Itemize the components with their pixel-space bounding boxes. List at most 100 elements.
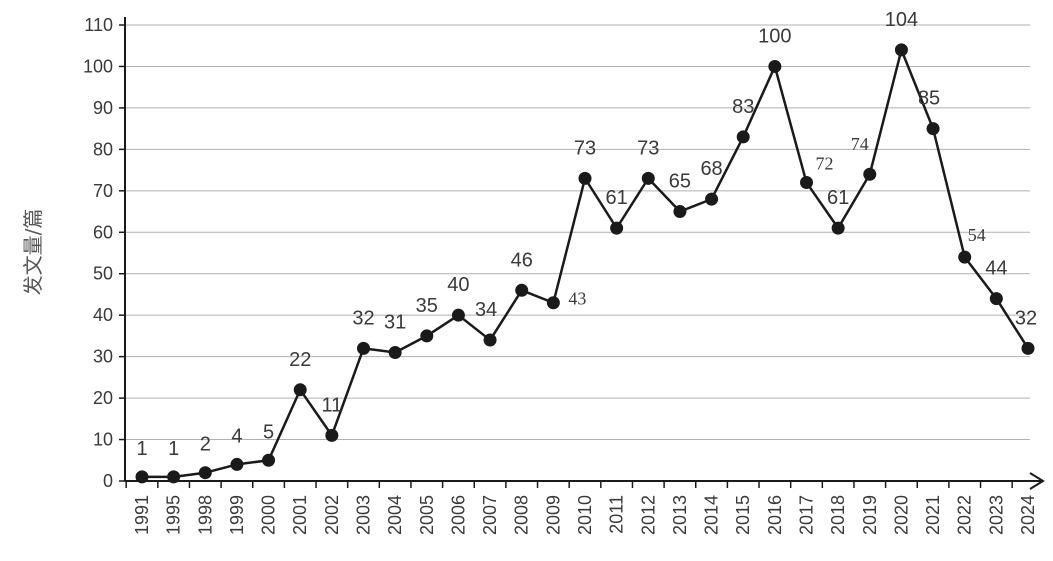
- data-point: [451, 308, 465, 322]
- data-point: [198, 466, 212, 480]
- data-point: [989, 292, 1003, 306]
- data-point: [863, 167, 877, 181]
- data-label: 74: [851, 134, 869, 154]
- y-tick-label: 60: [93, 222, 113, 242]
- x-tick-label: 2010: [575, 495, 595, 535]
- x-tick-label: 2005: [417, 495, 437, 535]
- data-label: 4: [231, 425, 242, 447]
- data-label: 1: [168, 438, 179, 460]
- x-tick-label: 2019: [860, 495, 880, 535]
- x-tick-label: 1995: [164, 495, 184, 535]
- data-point: [420, 329, 434, 343]
- data-point: [293, 383, 307, 397]
- data-point: [831, 221, 845, 235]
- data-label: 40: [447, 274, 469, 296]
- y-tick-label: 90: [93, 98, 113, 118]
- x-tick-label: 2014: [702, 495, 722, 535]
- x-tick-label: 2023: [986, 495, 1006, 535]
- x-tick-label: 2024: [1018, 495, 1038, 535]
- data-point: [705, 192, 719, 206]
- axes: [119, 17, 1045, 490]
- y-tick-label: 100: [83, 56, 113, 76]
- data-label: 65: [669, 171, 691, 193]
- data-label: 34: [475, 299, 497, 321]
- data-point: [135, 470, 149, 484]
- data-point: [958, 250, 972, 264]
- x-tick-label: 2011: [607, 495, 627, 534]
- data-label: 83: [732, 96, 754, 118]
- gridlines: [125, 24, 1030, 441]
- series-line: [142, 48, 1030, 479]
- x-tick-label: 2018: [828, 495, 848, 535]
- x-tick-label: 2017: [797, 495, 817, 535]
- data-point: [262, 453, 276, 467]
- data-point: [673, 205, 687, 219]
- y-tick-label: 110: [84, 15, 113, 35]
- data-label: 46: [511, 249, 533, 271]
- y-tick-label: 80: [93, 139, 113, 159]
- data-label: 73: [637, 137, 659, 159]
- data-label: 32: [1015, 307, 1037, 329]
- data-point: [483, 333, 497, 347]
- data-label: 32: [352, 307, 374, 329]
- x-tick-labels: 1991 1995 1998 1999 2000 2001 2002 2003 2004 2005…: [132, 495, 1038, 535]
- x-tick-label: 2015: [733, 495, 753, 535]
- x-tick-label: 2004: [385, 495, 405, 535]
- data-label: 44: [985, 258, 1007, 280]
- data-label: 68: [700, 158, 722, 180]
- x-axis-arrow: [1029, 472, 1045, 490]
- data-point: [800, 176, 813, 190]
- data-label: 43: [568, 289, 586, 309]
- x-tick-label: 2009: [543, 495, 563, 535]
- data-label: 5: [263, 421, 274, 443]
- y-tick-label: 50: [93, 264, 113, 284]
- data-label: 100: [758, 25, 791, 47]
- data-label: 1: [136, 438, 147, 460]
- y-tick-label: 0: [103, 471, 113, 491]
- x-tick-label: 1998: [195, 495, 215, 535]
- data-point: [515, 283, 529, 297]
- data-points: [135, 43, 1035, 484]
- y-tick-labels: 0 10 20 30 40 50 60 70 80 90 100 110: [83, 15, 113, 491]
- y-tick-label: 30: [93, 347, 113, 367]
- x-tick-label: 2016: [765, 495, 785, 535]
- data-label: 22: [289, 349, 311, 371]
- y-tick-label: 20: [93, 388, 113, 408]
- x-tick-label: 2012: [638, 495, 658, 535]
- y-tick-label: 70: [93, 181, 113, 201]
- data-label: 73: [574, 137, 596, 159]
- data-point: [167, 470, 181, 484]
- data-point: [768, 59, 782, 73]
- data-label: 104: [885, 9, 918, 31]
- x-tick-label: 2000: [259, 495, 279, 535]
- data-label: 31: [384, 311, 406, 333]
- x-tick-label: 2022: [955, 495, 975, 535]
- data-point: [1021, 341, 1035, 355]
- data-point: [926, 122, 940, 136]
- data-point: [357, 341, 370, 355]
- data-point: [325, 428, 339, 442]
- data-point: [736, 130, 750, 144]
- x-tick-label: 2006: [448, 495, 468, 535]
- data-point: [230, 457, 244, 471]
- data-point: [641, 171, 655, 185]
- y-tick-label: 10: [93, 430, 113, 450]
- data-label: 11: [321, 394, 342, 416]
- x-tick-label: 2002: [322, 495, 342, 535]
- x-tick-label: 2008: [512, 495, 532, 535]
- x-tick-label: 2003: [354, 495, 374, 535]
- data-point: [894, 43, 908, 57]
- data-label: 61: [606, 187, 628, 209]
- x-tick-label: 1991: [132, 495, 152, 535]
- x-tick-label: 1999: [227, 495, 247, 535]
- x-tick-label: 2007: [480, 495, 500, 535]
- data-point: [610, 221, 624, 235]
- data-label: 85: [918, 88, 940, 110]
- data-label: 61: [827, 187, 849, 209]
- data-point: [578, 171, 592, 185]
- data-label: 72: [816, 154, 834, 174]
- x-tick-label: 2021: [923, 495, 943, 535]
- data-label: 54: [968, 225, 986, 245]
